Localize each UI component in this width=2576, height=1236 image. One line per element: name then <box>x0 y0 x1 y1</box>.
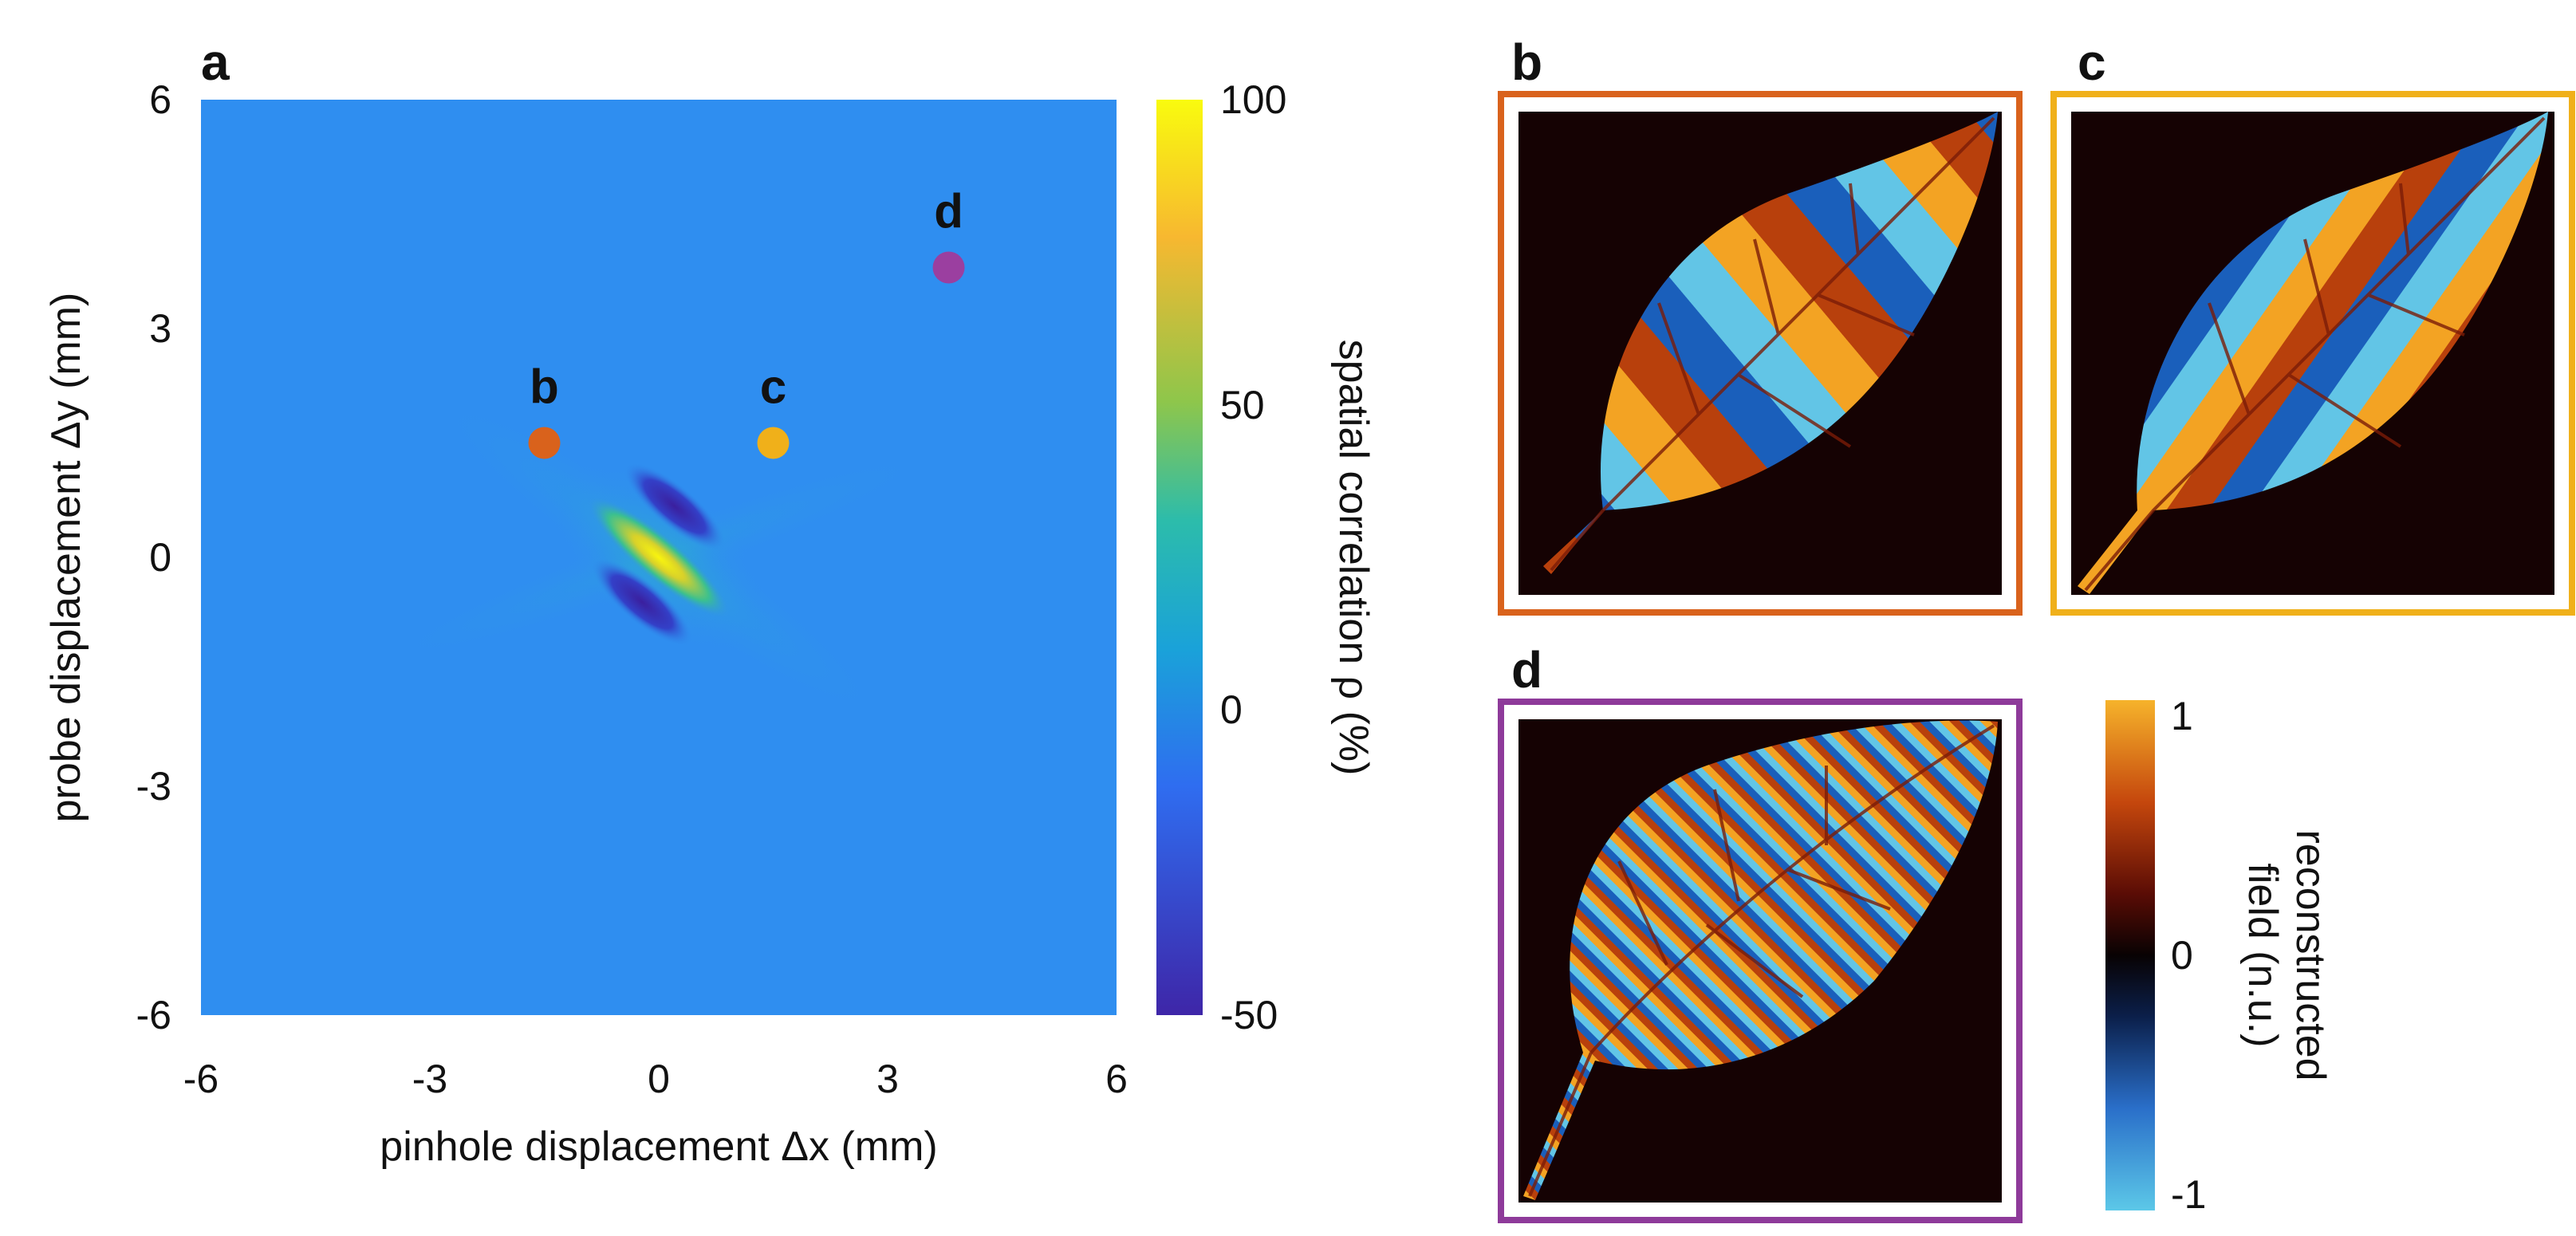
panel-c-frame <box>2050 91 2575 616</box>
field-colorbar-title-line2: field (n.u.) <box>2239 863 2286 1047</box>
y-tick-label: 3 <box>149 306 171 351</box>
x-tick-label: 0 <box>648 1057 670 1101</box>
leaf-veins <box>2084 116 2546 592</box>
x-tick-label: -6 <box>183 1057 219 1101</box>
colorbar-title: spatial correlation ρ (%) <box>1330 340 1377 776</box>
field-colorbar-tick: -1 <box>2171 1172 2206 1217</box>
marker-label-b: b <box>530 360 559 414</box>
panel-letter-a: a <box>201 33 230 91</box>
marker-label-c: c <box>760 360 786 414</box>
x-axis-title: pinhole displacement Δx (mm) <box>380 1124 937 1170</box>
leaf-shape <box>1523 720 1998 1200</box>
field-colorbar-title-line1: reconstructed <box>2287 829 2334 1081</box>
leaf-veins <box>1550 116 1995 572</box>
field-colorbar: 1 0 -1 reconstructed field (n.u.) <box>2105 694 2334 1217</box>
field-colorbar-gradient <box>2105 700 2155 1210</box>
marker-c <box>757 427 790 459</box>
panel-c-field <box>2050 91 2575 616</box>
map-peak <box>587 496 731 619</box>
map-minimum <box>624 462 726 551</box>
colorbar-tick: 50 <box>1220 383 1265 427</box>
colorbar-tick: 100 <box>1220 77 1286 122</box>
x-tick-label: 3 <box>876 1057 899 1101</box>
marker-d <box>932 251 965 284</box>
panel-b-field <box>1498 91 2023 616</box>
correlation-colorbar: 100 50 0 -50 spatial correlation ρ (%) <box>1156 77 1377 1037</box>
y-tick-label: 0 <box>149 535 171 580</box>
leaf-veins <box>1528 724 1995 1197</box>
panel-letter-c: c <box>2078 33 2106 91</box>
y-axis: 6 3 0 -3 -6 probe displacement Δy (mm) <box>43 77 171 1037</box>
colorbar-gradient <box>1156 100 1203 1015</box>
x-tick-label: 6 <box>1105 1057 1128 1101</box>
panel-letter-d: d <box>1511 641 1542 699</box>
field-colorbar-tick: 1 <box>2171 694 2193 738</box>
colorbar-tick: -50 <box>1220 993 1278 1037</box>
marker-label-d: d <box>934 184 963 238</box>
colorbar-tick: 0 <box>1220 687 1243 732</box>
panel-b-frame <box>1498 91 2023 616</box>
map-minimum <box>591 557 693 647</box>
field-colorbar-tick: 0 <box>2171 933 2193 978</box>
y-axis-title: probe displacement Δy (mm) <box>43 293 89 823</box>
panel-d-field <box>1498 699 2023 1223</box>
y-tick-label: -3 <box>136 764 171 809</box>
panel-letter-b: b <box>1511 33 1542 91</box>
y-tick-label: -6 <box>136 993 171 1037</box>
x-tick-label: -3 <box>412 1057 447 1101</box>
panel-d-frame <box>1498 699 2023 1223</box>
x-axis: -6 -3 0 3 6 pinhole displacement Δx (mm) <box>183 1057 1128 1170</box>
marker-b <box>528 427 561 459</box>
y-tick-label: 6 <box>149 77 171 122</box>
correlation-map: b c d <box>201 100 1117 1015</box>
